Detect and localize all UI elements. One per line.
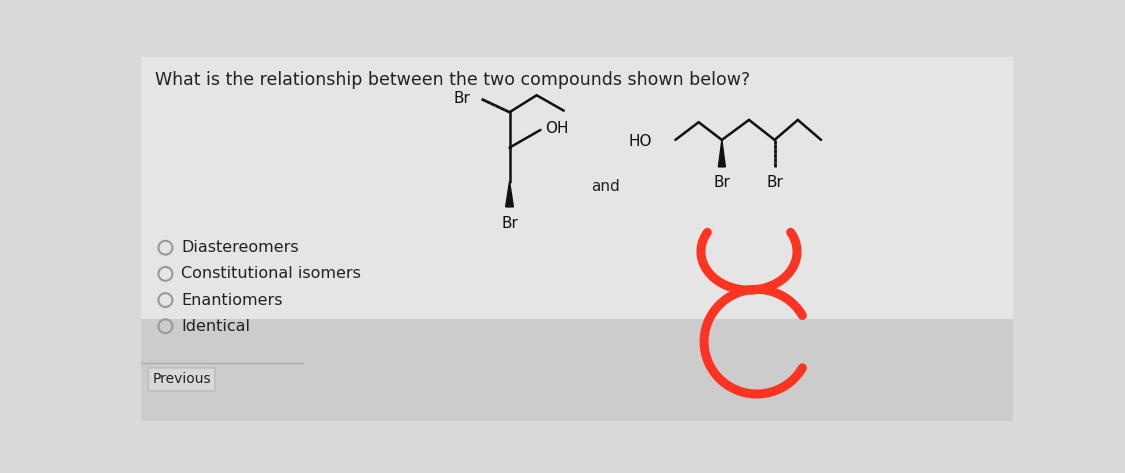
Text: HO: HO	[629, 134, 652, 149]
Text: Br: Br	[501, 216, 518, 231]
Text: Br: Br	[766, 175, 783, 190]
Text: OH: OH	[546, 121, 568, 136]
Text: and: and	[592, 179, 620, 193]
Polygon shape	[505, 182, 513, 207]
Text: Identical: Identical	[181, 319, 250, 334]
Text: Diastereomers: Diastereomers	[181, 240, 298, 255]
FancyBboxPatch shape	[148, 368, 215, 391]
Text: What is the relationship between the two compounds shown below?: What is the relationship between the two…	[154, 70, 749, 88]
Bar	[141, 318, 1012, 421]
Text: Previous: Previous	[152, 372, 212, 386]
Text: Br: Br	[453, 91, 470, 106]
Polygon shape	[719, 140, 726, 167]
Bar	[141, 57, 1012, 318]
Text: Enantiomers: Enantiomers	[181, 293, 282, 307]
Text: Constitutional isomers: Constitutional isomers	[181, 266, 361, 281]
Text: Br: Br	[713, 175, 730, 190]
